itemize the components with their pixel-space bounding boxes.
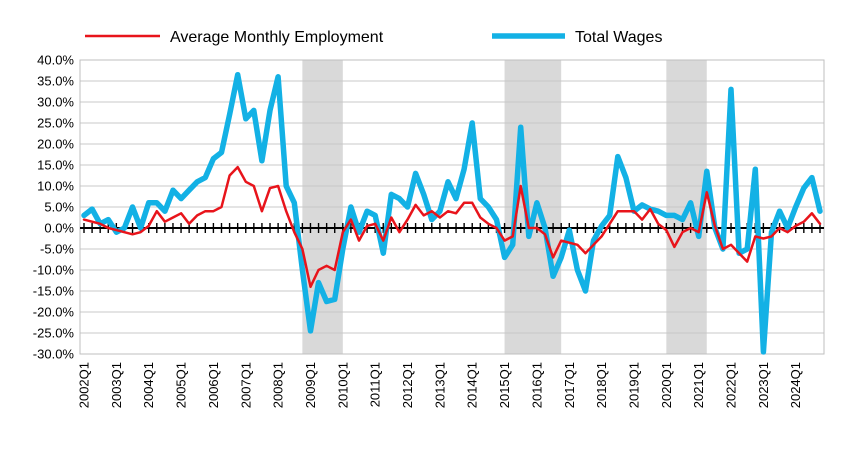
y-tick-label: 10.0% — [37, 179, 74, 194]
x-tick-label: 2003Q1 — [109, 362, 124, 408]
plot-frame — [79, 59, 825, 355]
x-tick-label: 2010Q1 — [335, 362, 350, 408]
y-tick-label: 35.0% — [37, 74, 74, 89]
y-tick-label: -10.0% — [33, 263, 75, 278]
x-tick-label: 2015Q1 — [497, 362, 512, 408]
x-tick-label: 2023Q1 — [756, 362, 771, 408]
y-tick-label: 25.0% — [37, 116, 74, 131]
x-tick-label: 2012Q1 — [400, 362, 415, 408]
series-line-employment — [82, 165, 822, 289]
y-tick-label: 20.0% — [37, 137, 74, 152]
x-tick-label: 2011Q1 — [368, 362, 383, 407]
x-tick-label: 2005Q1 — [174, 362, 189, 408]
x-tick-label: 2009Q1 — [303, 362, 318, 408]
y-tick-label: -15.0% — [33, 284, 75, 299]
y-tick-label: -20.0% — [33, 305, 75, 320]
x-tick-label: 2007Q1 — [238, 362, 253, 408]
series-lines — [81, 71, 823, 355]
x-tick-label: 2020Q1 — [659, 362, 674, 408]
x-tick-label: 2017Q1 — [562, 362, 577, 408]
y-tick-label: -5.0% — [40, 242, 74, 257]
x-tick-label: 2016Q1 — [529, 362, 544, 408]
x-tick-label: 2022Q1 — [724, 362, 739, 408]
x-tick-label: 2024Q1 — [788, 362, 803, 408]
x-tick-label: 2019Q1 — [626, 362, 641, 408]
legend-label: Total Wages — [575, 29, 662, 46]
y-tick-label: 30.0% — [37, 95, 74, 110]
legend-label: Average Monthly Employment — [170, 29, 384, 46]
y-tick-label: 0.0% — [44, 221, 74, 236]
x-tick-label: 2014Q1 — [465, 362, 480, 408]
x-tick-label: 2013Q1 — [432, 362, 447, 408]
x-tick-label: 2008Q1 — [271, 362, 286, 408]
y-tick-label: -25.0% — [33, 326, 75, 341]
x-tick-label: 2004Q1 — [141, 362, 156, 408]
x-tick-label: 2006Q1 — [206, 362, 221, 408]
legend: Average Monthly Employment Total Wages — [85, 29, 662, 46]
x-tick-label: 2021Q1 — [691, 362, 706, 408]
y-tick-label: 5.0% — [44, 200, 74, 215]
x-tick-label: 2002Q1 — [77, 362, 92, 408]
x-tick-label: 2018Q1 — [594, 362, 609, 408]
y-tick-label: 15.0% — [37, 158, 74, 173]
y-tick-label: 40.0% — [37, 53, 74, 68]
y-tick-label: -30.0% — [33, 347, 75, 362]
